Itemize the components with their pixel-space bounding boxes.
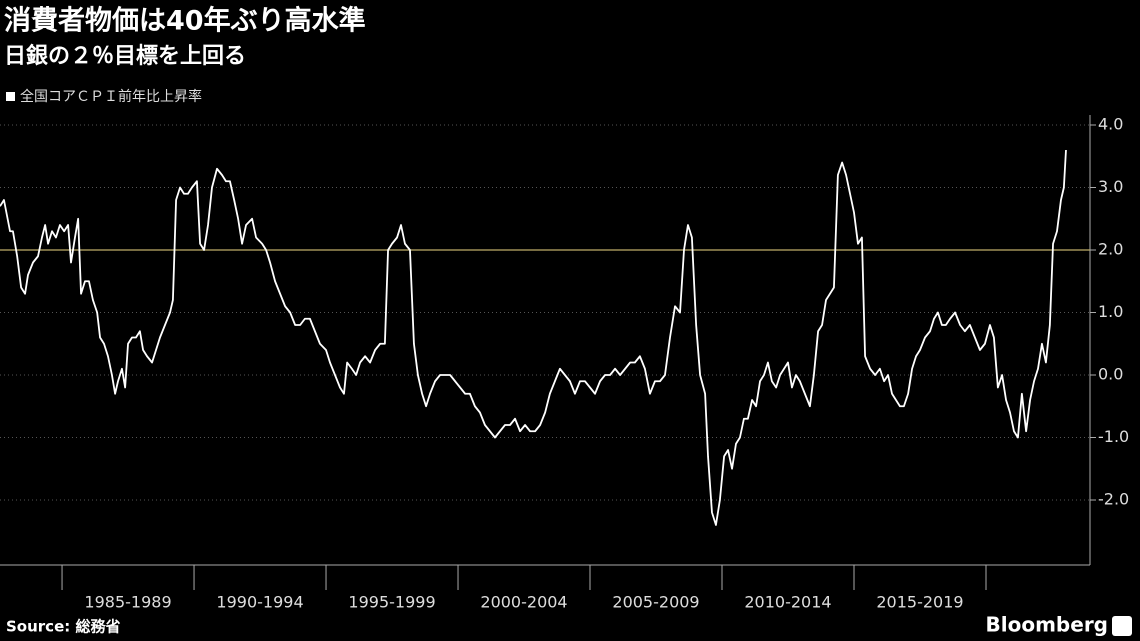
chart-title: 消費者物価は40年ぶり高水準: [4, 5, 366, 37]
logo-icon: [1112, 616, 1132, 636]
y-tick-label: 1.0: [1098, 302, 1123, 321]
x-tick-label: 2015-2019: [876, 593, 963, 612]
x-tick-label: 2005-2009: [612, 593, 699, 612]
data-line: [0, 149, 1067, 526]
x-tick-label: 2010-2014: [744, 593, 831, 612]
legend-marker: [6, 92, 15, 101]
y-tick-label: 0.0: [1098, 365, 1123, 384]
x-tick-label: 2000-2004: [480, 593, 567, 612]
legend-label: 全国コアＣＰＩ前年比上昇率: [20, 88, 202, 105]
logo: Bloomberg: [986, 613, 1108, 637]
y-tick-label: 2.0: [1098, 240, 1123, 259]
x-tick-label: 1995-1999: [348, 593, 435, 612]
x-tick-label: 1990-1994: [216, 593, 303, 612]
y-tick-label: -1.0: [1098, 427, 1129, 446]
y-tick-label: 4.0: [1098, 115, 1123, 134]
y-tick-label: 3.0: [1098, 177, 1123, 196]
source: Source: 総務省: [6, 618, 120, 636]
y-tick-label: -2.0: [1098, 490, 1129, 509]
chart-subtitle: 日銀の２％目標を上回る: [4, 44, 246, 69]
x-tick-label: 1985-1989: [84, 593, 171, 612]
